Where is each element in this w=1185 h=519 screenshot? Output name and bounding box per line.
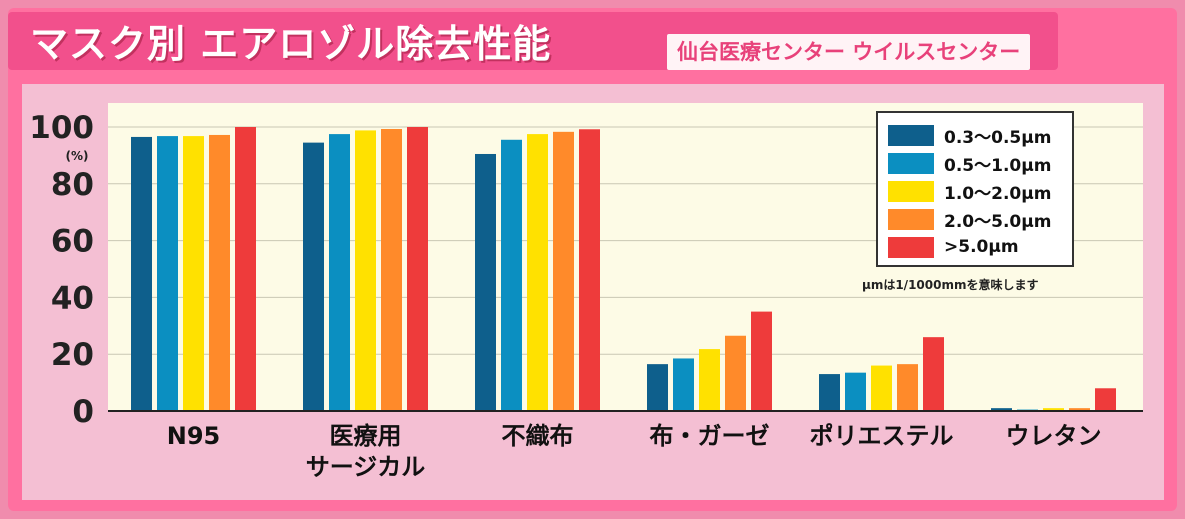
- bar: [183, 136, 204, 411]
- legend-item: 0.3〜0.5μm: [888, 121, 1072, 149]
- legend-swatch: [888, 124, 934, 146]
- bar: [871, 365, 892, 411]
- bar: [527, 134, 548, 411]
- bar: [673, 358, 694, 411]
- x-tick-label: 布・ガーゼ: [650, 422, 770, 450]
- bar: [897, 364, 918, 411]
- y-unit-label: (%): [66, 149, 89, 163]
- bar: [699, 349, 720, 411]
- chart-title: マスク別 エアロゾル除去性能: [30, 22, 552, 66]
- bar: [579, 129, 600, 411]
- x-tick-label: ポリエステル: [810, 422, 954, 450]
- bar: [923, 337, 944, 411]
- y-tick-label: 40: [51, 280, 94, 316]
- legend-swatch: [888, 208, 934, 230]
- legend-swatch: [888, 152, 934, 174]
- bar: [381, 128, 402, 411]
- legend-label: 2.0〜5.0μm: [944, 211, 1052, 232]
- legend: 0.3〜0.5μm 0.5〜1.0μm 1.0〜2.0μm 2.0〜5.0μm >5.0…: [876, 111, 1074, 267]
- legend-item: 0.5〜1.0μm: [888, 149, 1072, 177]
- y-tick-label: 60: [51, 224, 94, 260]
- x-tick-label: サージカル: [306, 453, 426, 481]
- x-tick-label: ウレタン: [1006, 422, 1102, 450]
- bar: [303, 142, 324, 411]
- legend-label: 0.5〜1.0μm: [944, 155, 1052, 176]
- legend-label: 0.3〜0.5μm: [944, 127, 1052, 148]
- bar: [501, 139, 522, 411]
- x-tick-label: N95: [167, 422, 220, 450]
- bar: [725, 335, 746, 411]
- y-tick-label: 20: [51, 337, 94, 373]
- bar: [157, 136, 178, 411]
- legend-label: >5.0μm: [944, 237, 1019, 257]
- bar: [475, 153, 496, 412]
- y-tick-label: 100: [29, 110, 94, 146]
- bar: [553, 131, 574, 411]
- source-credit: 仙台医療センター ウイルスセンター: [667, 34, 1031, 70]
- y-tick-label: 0: [72, 394, 94, 430]
- bar: [647, 364, 668, 411]
- x-tick-label: 医療用: [330, 422, 402, 450]
- legend-label: 1.0〜2.0μm: [944, 183, 1052, 204]
- bar: [1043, 408, 1064, 411]
- bar: [329, 134, 350, 411]
- bar: [751, 311, 772, 411]
- x-tick-label: 不織布: [502, 422, 574, 450]
- bar: [819, 374, 840, 411]
- legend-note: μmは1/1000mmを意味します: [862, 278, 1039, 292]
- bar: [845, 372, 866, 411]
- bar: [355, 130, 376, 411]
- legend-item: 1.0〜2.0μm: [888, 177, 1072, 205]
- bar: [407, 127, 428, 411]
- bar: [991, 408, 1012, 411]
- legend-swatch: [888, 180, 934, 202]
- y-tick-label: 80: [51, 167, 94, 203]
- bar: [209, 134, 230, 411]
- bar: [1069, 408, 1090, 411]
- legend-swatch: [888, 236, 934, 258]
- bar: [1095, 388, 1116, 411]
- bar: [235, 127, 256, 411]
- legend-item: >5.0μm: [888, 233, 1072, 261]
- legend-item: 2.0〜5.0μm: [888, 205, 1072, 233]
- bar: [131, 136, 152, 411]
